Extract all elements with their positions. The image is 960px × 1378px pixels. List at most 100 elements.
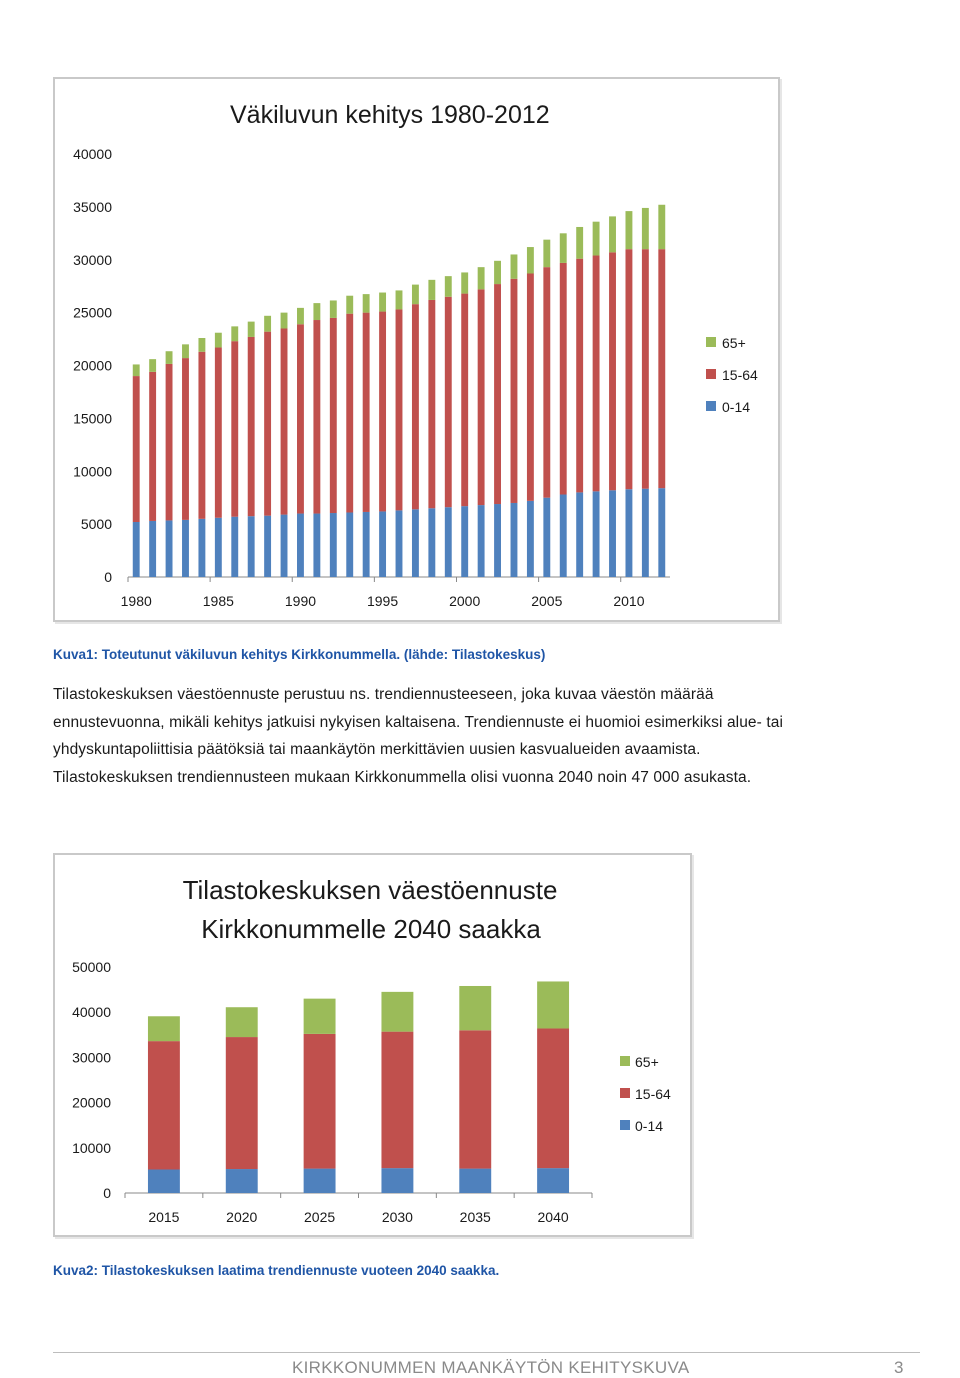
chart2-canvas: Tilastokeskuksen väestöennuste Kirkkonumm… <box>72 875 671 1225</box>
chart1-bar-15-64-1980 <box>132 376 140 523</box>
chart1-bar-15-64-1997 <box>411 304 419 510</box>
chart2-x-tick-label: 2030 <box>382 1209 413 1225</box>
chart2-bar-0-14-2015 <box>147 1169 180 1193</box>
chart1-bar-15-64-1999 <box>444 296 452 508</box>
chart1-bar-65+-1993 <box>346 295 354 314</box>
chart2-legend-swatch-65+ <box>620 1056 630 1066</box>
chart2-legend-label: 15-64 <box>635 1086 671 1102</box>
chart1-legend-swatch-15-64 <box>706 369 716 379</box>
chart1-bar-65+-1987 <box>247 321 255 337</box>
chart1-bar-0-14-2000 <box>461 506 469 577</box>
chart1-bar-65+-2008 <box>592 221 600 256</box>
chart1-bar-15-64-1986 <box>231 341 239 517</box>
chart1-bar-0-14-2005 <box>543 497 551 577</box>
chart2-bar-15-64-2030 <box>381 1031 414 1169</box>
chart1-bar-15-64-1987 <box>247 336 255 517</box>
chart1-bar-0-14-1984 <box>198 518 206 577</box>
chart1-bar-65+-2002 <box>494 260 501 285</box>
chart1-bar-65+-1984 <box>198 338 206 352</box>
chart1-bar-0-14-2003 <box>510 502 518 577</box>
chart1-bar-15-64-2004 <box>526 273 534 501</box>
chart1-y-tick-label: 0 <box>104 569 112 585</box>
body-paragraph: Tilastokeskuksen väestöennuste perustuu … <box>53 681 903 791</box>
chart1-y-tick-label: 15000 <box>73 410 112 426</box>
chart2-x-tick-label: 2020 <box>226 1209 257 1225</box>
chart1-canvas: Väkiluvun kehitys 1980-2012 0 5000 10000 150… <box>73 101 758 609</box>
chart2-y-tick-label: 0 <box>103 1185 111 1201</box>
chart1-bar-15-64-1988 <box>264 331 272 516</box>
chart1-bar-65+-1997 <box>411 284 419 305</box>
chart2-bar-65+-2030 <box>381 991 414 1032</box>
chart1-bar-65+-1981 <box>149 359 157 372</box>
chart2-bar-15-64-2020 <box>225 1037 258 1170</box>
chart1-bar-65+-2001 <box>477 267 485 290</box>
chart2-bar-65+-2035 <box>459 985 492 1031</box>
chart1-bar-65+-2012 <box>658 204 666 250</box>
chart2-legend-label: 0-14 <box>635 1118 663 1134</box>
chart1-bar-15-64-1995 <box>379 311 387 512</box>
chart1-bar-15-64-2009 <box>609 252 616 491</box>
chart1-bar-0-14-1982 <box>165 520 173 577</box>
chart2-bar-0-14-2035 <box>459 1168 492 1193</box>
chart1-bar-65+-1989 <box>280 312 288 329</box>
chart1-bar-0-14-1989 <box>280 514 288 577</box>
chart1-bar-15-64-1983 <box>182 358 189 520</box>
chart1-bar-65+-2006 <box>559 233 567 263</box>
chart1-bar-15-64-2000 <box>461 293 469 507</box>
chart2-bar-15-64-2025 <box>303 1033 336 1169</box>
chart1-y-tick-label: 30000 <box>73 252 112 268</box>
chart1-bar-0-14-2011 <box>641 488 649 577</box>
chart1-bar-15-64-1992 <box>329 317 337 514</box>
chart1-bar-15-64-2003 <box>510 278 518 503</box>
chart1-bar-0-14-1997 <box>411 509 419 577</box>
chart1-bar-65+-1992 <box>329 300 337 318</box>
chart1-bar-65+-2009 <box>609 216 616 253</box>
chart2-title-line-2: Kirkkonummelle 2040 saakka <box>201 914 541 944</box>
chart1-y-tick-label: 25000 <box>73 305 112 321</box>
chart1-bar-15-64-2010 <box>625 249 633 490</box>
chart1-bar-65+-1983 <box>182 344 189 359</box>
chart1-bar-65+-1990 <box>297 307 304 325</box>
chart1-bar-0-14-2008 <box>592 491 600 577</box>
chart2-bar-0-14-2025 <box>303 1168 336 1193</box>
chart1-y-tick-label: 40000 <box>73 146 112 162</box>
chart1-bar-15-64-2006 <box>559 262 567 495</box>
chart1-bar-0-14-2009 <box>609 490 616 577</box>
chart1-bar-0-14-1985 <box>214 517 222 577</box>
chart1-bar-65+-2000 <box>461 272 469 294</box>
chart1-bar-15-64-1993 <box>346 313 354 513</box>
chart1-bar-15-64-1982 <box>165 363 173 521</box>
chart2-legend-label: 65+ <box>635 1054 659 1070</box>
chart1-bar-0-14-1994 <box>362 511 370 577</box>
chart1-bar-65+-1980 <box>132 364 140 377</box>
chart2-bar-15-64-2035 <box>459 1030 492 1169</box>
chart1-bar-65+-1991 <box>313 303 321 321</box>
chart1-title: Väkiluvun kehitys 1980-2012 <box>230 101 550 129</box>
chart2-bar-0-14-2020 <box>225 1169 258 1193</box>
chart2-x-tick-label: 2040 <box>538 1209 569 1225</box>
chart2-bar-65+-2040 <box>537 981 570 1029</box>
chart1-x-tick-label: 2010 <box>613 593 644 609</box>
chart1-bar-15-64-2002 <box>494 284 501 505</box>
body-line-2: ennustevuonna, mikäli kehitys jatkuisi n… <box>53 713 783 731</box>
chart1-y-tick-label: 10000 <box>73 463 112 479</box>
chart2-bar-65+-2025 <box>303 998 336 1034</box>
chart1-bar-65+-2007 <box>576 226 584 259</box>
chart1-bar-0-14-2010 <box>625 489 633 577</box>
body-line-3: yhdyskuntapoliittisia päätöksiä tai maan… <box>53 741 701 758</box>
figure1-caption: Kuva1: Toteutunut väkiluvun kehitys Kirk… <box>53 647 546 662</box>
footer-divider <box>53 1352 920 1353</box>
chart1-bar-65+-2011 <box>641 207 649 250</box>
chart2-y-tick-label: 10000 <box>72 1140 111 1156</box>
chart1-bar-15-64-1985 <box>214 347 222 518</box>
body-line-1: Tilastokeskuksen väestöennuste perustuu … <box>53 686 714 703</box>
chart1-bar-15-64-2008 <box>592 255 600 492</box>
chart2-legend-swatch-15-64 <box>620 1088 630 1098</box>
chart1-bar-65+-2004 <box>526 247 534 274</box>
chart1-bar-15-64-2007 <box>576 258 584 493</box>
chart1-bar-0-14-2004 <box>526 500 534 577</box>
chart-population-1980-2012: Väkiluvun kehitys 1980-2012 0 5000 10000 150… <box>53 77 780 622</box>
chart1-bar-65+-2010 <box>625 211 633 250</box>
chart1-y-tick-label: 5000 <box>81 516 112 532</box>
chart1-bar-15-64-1994 <box>362 312 370 512</box>
